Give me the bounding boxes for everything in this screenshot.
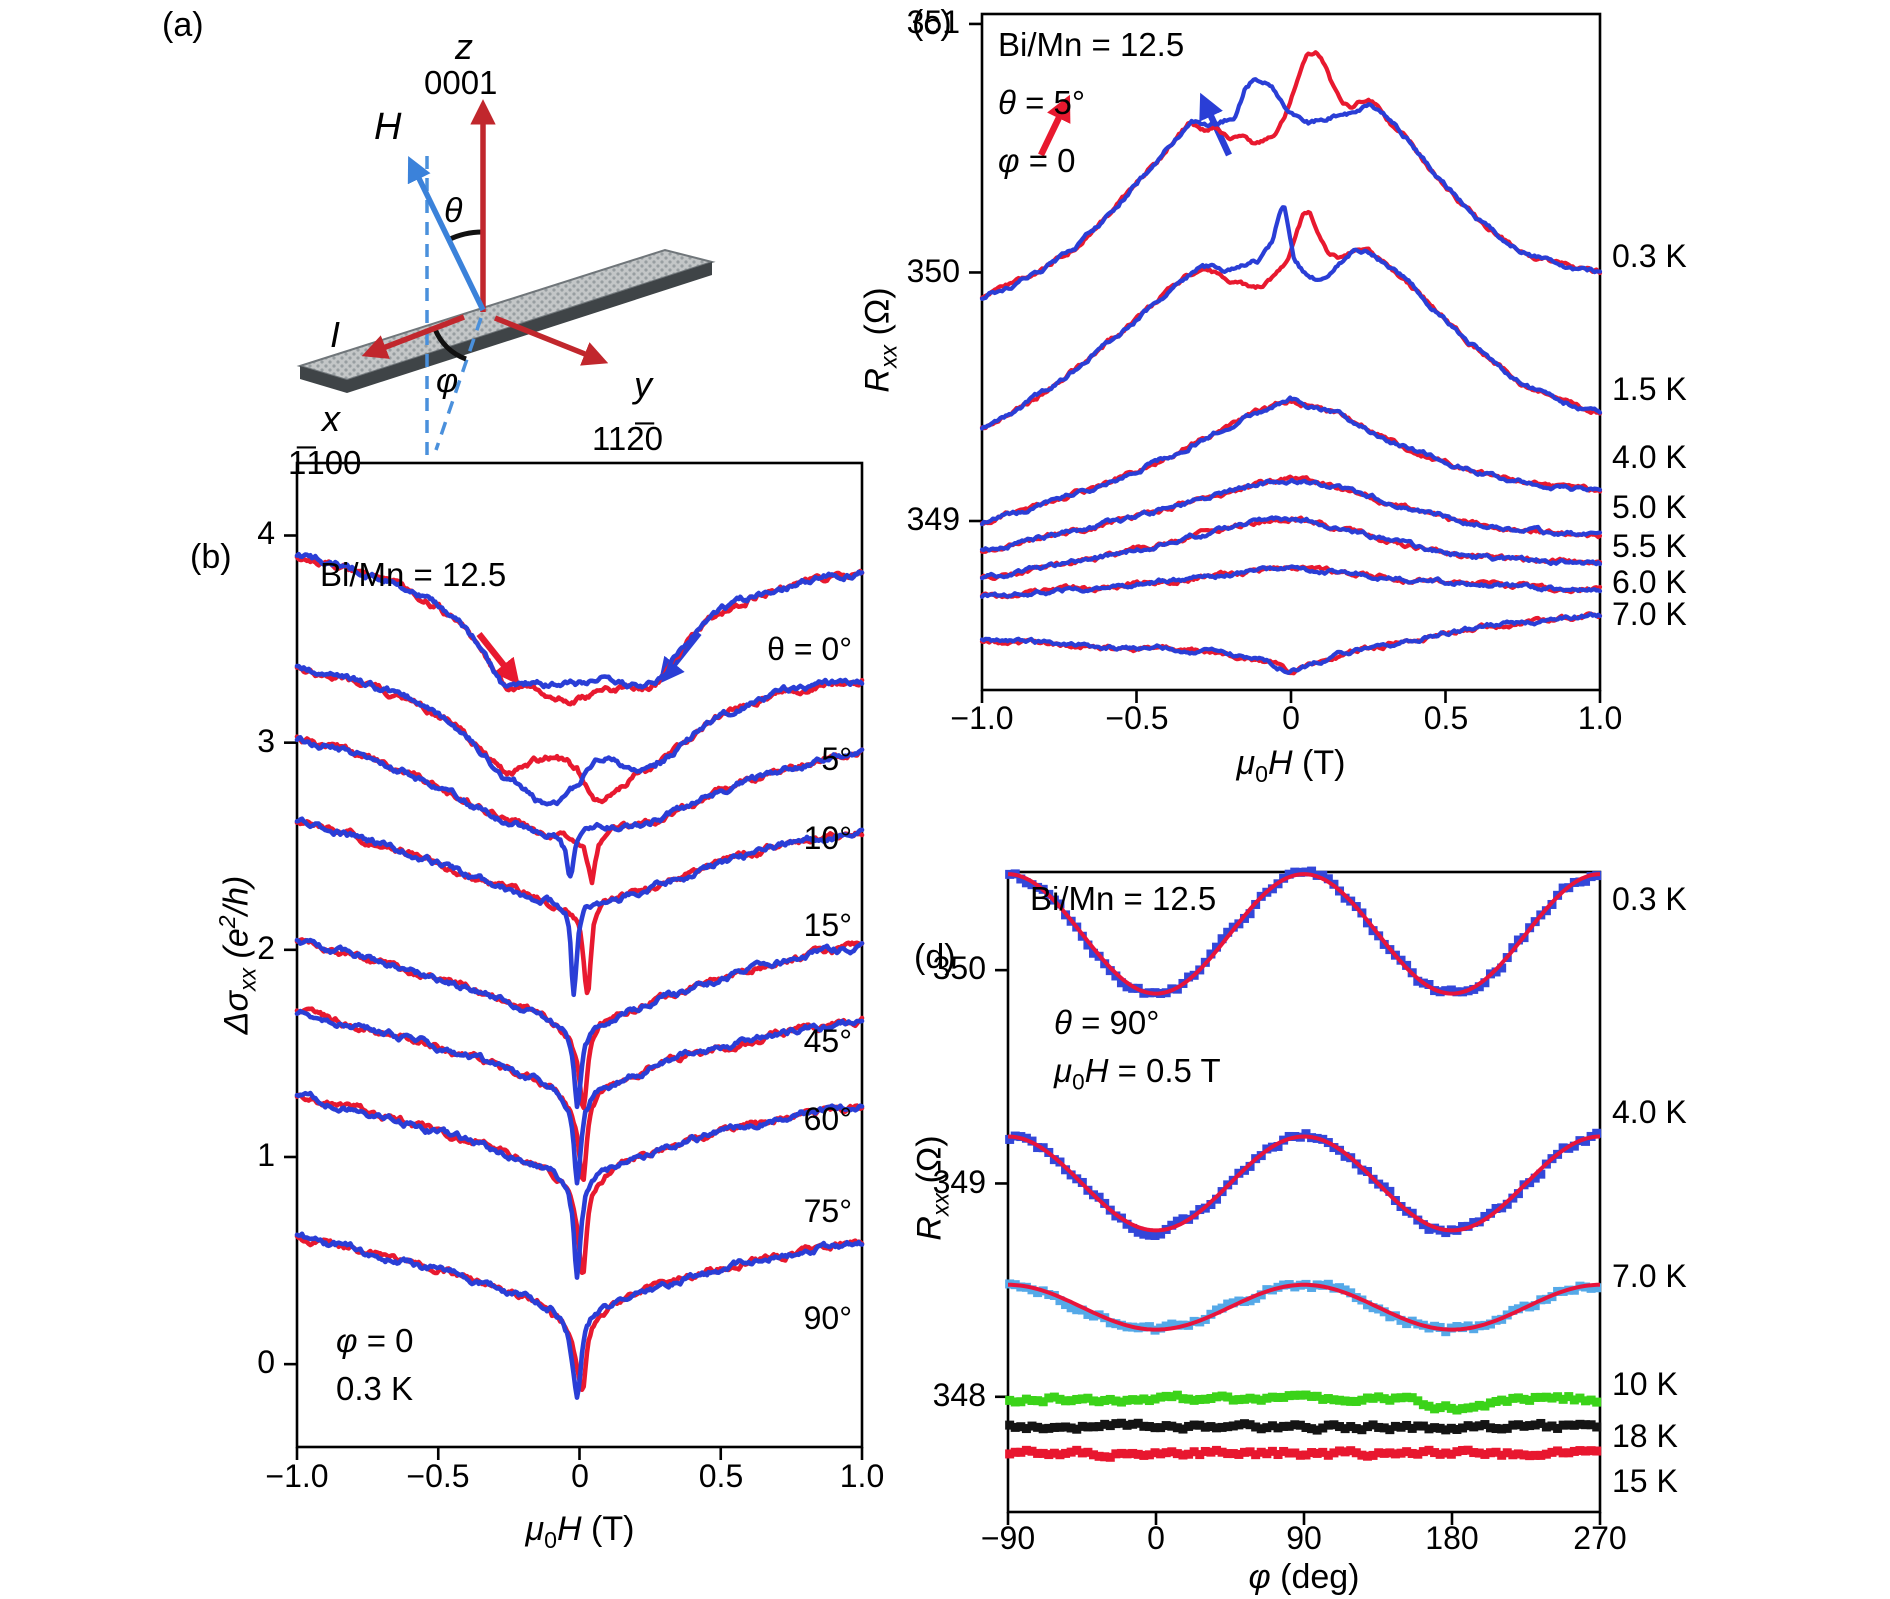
c-xaxis-title: μ0H (T) xyxy=(1236,744,1346,787)
d-temp-label-4: 18 K xyxy=(1612,1418,1678,1454)
c-annot-phi: φ = 0 xyxy=(998,142,1076,179)
current-arrow xyxy=(361,314,465,359)
b-curve-label-6: 75° xyxy=(803,1193,852,1229)
c-temp-label-5: 6.0 K xyxy=(1612,564,1687,600)
b-curve-label-1: 5° xyxy=(821,741,852,777)
panel-b-label: (b) xyxy=(190,538,232,576)
panel-b-title: Bi/Mn = 12.5 xyxy=(320,556,507,593)
c-xtick-2: 0 xyxy=(1282,700,1300,736)
d-annot-field: μ0H = 0.5 T xyxy=(1054,1052,1221,1095)
b-ytick-3: 3 xyxy=(257,723,275,759)
panel-d-title: Bi/Mn = 12.5 xyxy=(1030,880,1217,917)
panel-c-title: Bi/Mn = 12.5 xyxy=(998,26,1185,63)
y-plane-label: 112̅0 xyxy=(592,420,663,457)
d-xtick-3: 180 xyxy=(1425,1520,1479,1556)
sweep-down-arrow-blue xyxy=(1199,92,1232,157)
d-xtick-1: 0 xyxy=(1147,1520,1165,1556)
sweep-up-arrow-red xyxy=(476,631,520,686)
b-ytick-2: 2 xyxy=(257,930,275,966)
b-ytick-1: 1 xyxy=(257,1137,275,1173)
d-annot-theta: θ = 90° xyxy=(1054,1004,1160,1041)
b-xtick-2: 0 xyxy=(571,1458,589,1494)
c-xtick-4: 1.0 xyxy=(1577,700,1623,736)
b-curve-label-7: 90° xyxy=(803,1300,852,1336)
c-xtick-0: −1.0 xyxy=(950,700,1014,736)
b-curve-label-0: θ = 0° xyxy=(767,631,852,667)
theta-label: θ xyxy=(444,192,463,230)
b-curve-label-2: 10° xyxy=(803,820,852,856)
d-temp-label-3: 10 K xyxy=(1612,1366,1678,1402)
d-ytick-348: 348 xyxy=(932,1377,986,1413)
phi-angle-arc xyxy=(432,328,467,362)
field-label: H xyxy=(374,106,402,148)
d-temp-label-1: 4.0 K xyxy=(1612,1094,1687,1130)
c-yaxis-title: Rxx (Ω) xyxy=(858,287,902,393)
c-temp-label-2: 4.0 K xyxy=(1612,439,1687,475)
c-temp-label-1: 1.5 K xyxy=(1612,371,1687,407)
d-temp-label-2: 7.0 K xyxy=(1612,1258,1687,1294)
b-xtick-4: 1.0 xyxy=(839,1458,885,1494)
c-xtick-1: −0.5 xyxy=(1105,700,1169,736)
sweep-down-arrow-blue xyxy=(658,630,702,685)
d-temp-label-0: 0.3 K xyxy=(1612,881,1687,917)
d-temp-label-5: 15 K xyxy=(1612,1463,1678,1499)
y-axis-label: y xyxy=(634,364,652,405)
d-xtick-0: −90 xyxy=(980,1520,1036,1556)
b-xtick-3: 0.5 xyxy=(698,1458,744,1494)
panel-a-label: (a) xyxy=(162,6,204,44)
b-ytick-0: 0 xyxy=(257,1344,275,1380)
b-curve-label-3: 15° xyxy=(803,907,852,943)
current-label: I xyxy=(330,314,341,355)
b-curve-label-4: 45° xyxy=(803,1023,852,1059)
d-xaxis-title: φ (deg) xyxy=(1248,1558,1360,1596)
z-axis-label: z xyxy=(455,26,473,67)
d-xtick-2: 90 xyxy=(1286,1520,1322,1556)
d-xtick-4: 270 xyxy=(1573,1520,1627,1556)
b-xtick-0: −1.0 xyxy=(265,1458,329,1494)
x-axis-label: x xyxy=(322,398,340,439)
theta-angle-arc xyxy=(446,229,484,243)
c-annot-theta: θ = 5° xyxy=(998,84,1086,121)
c-ytick-349: 349 xyxy=(906,501,960,537)
field-arrow xyxy=(407,156,486,312)
b-yaxis-title: Δσxx (e2/h) xyxy=(214,875,261,1035)
phi-label: φ xyxy=(436,362,459,400)
d-yaxis-title: Rxx (Ω) xyxy=(910,1135,954,1241)
c-temp-label-6: 7.0 K xyxy=(1612,596,1687,632)
b-ytick-4: 4 xyxy=(257,515,275,551)
c-temp-label-3: 5.0 K xyxy=(1612,489,1687,525)
c-ytick-351: 351 xyxy=(906,4,960,40)
sweep-arrows-b xyxy=(476,630,702,686)
b-curve-label-5: 60° xyxy=(803,1101,852,1137)
c-temp-label-4: 5.5 K xyxy=(1612,528,1687,564)
panel-d-label: (d) xyxy=(914,938,956,976)
d-ytick-350: 350 xyxy=(932,950,986,986)
panel-c-label: (c) xyxy=(912,4,952,42)
c-ytick-350: 350 xyxy=(906,253,960,289)
c-xtick-3: 0.5 xyxy=(1423,700,1469,736)
b-xtick-1: −0.5 xyxy=(406,1458,470,1494)
b-annot-phi: φ = 0 xyxy=(336,1322,414,1359)
c-temp-label-0: 0.3 K xyxy=(1612,238,1687,274)
d-ytick-349: 349 xyxy=(932,1164,986,1200)
z-plane-label: 0001 xyxy=(424,64,498,101)
x-plane-label: 1̅100 xyxy=(288,444,362,481)
b-annot-temp: 0.3 K xyxy=(336,1370,414,1407)
b-xaxis-title: μ0H (T) xyxy=(525,1510,635,1553)
y-axis-arrow xyxy=(493,315,609,366)
